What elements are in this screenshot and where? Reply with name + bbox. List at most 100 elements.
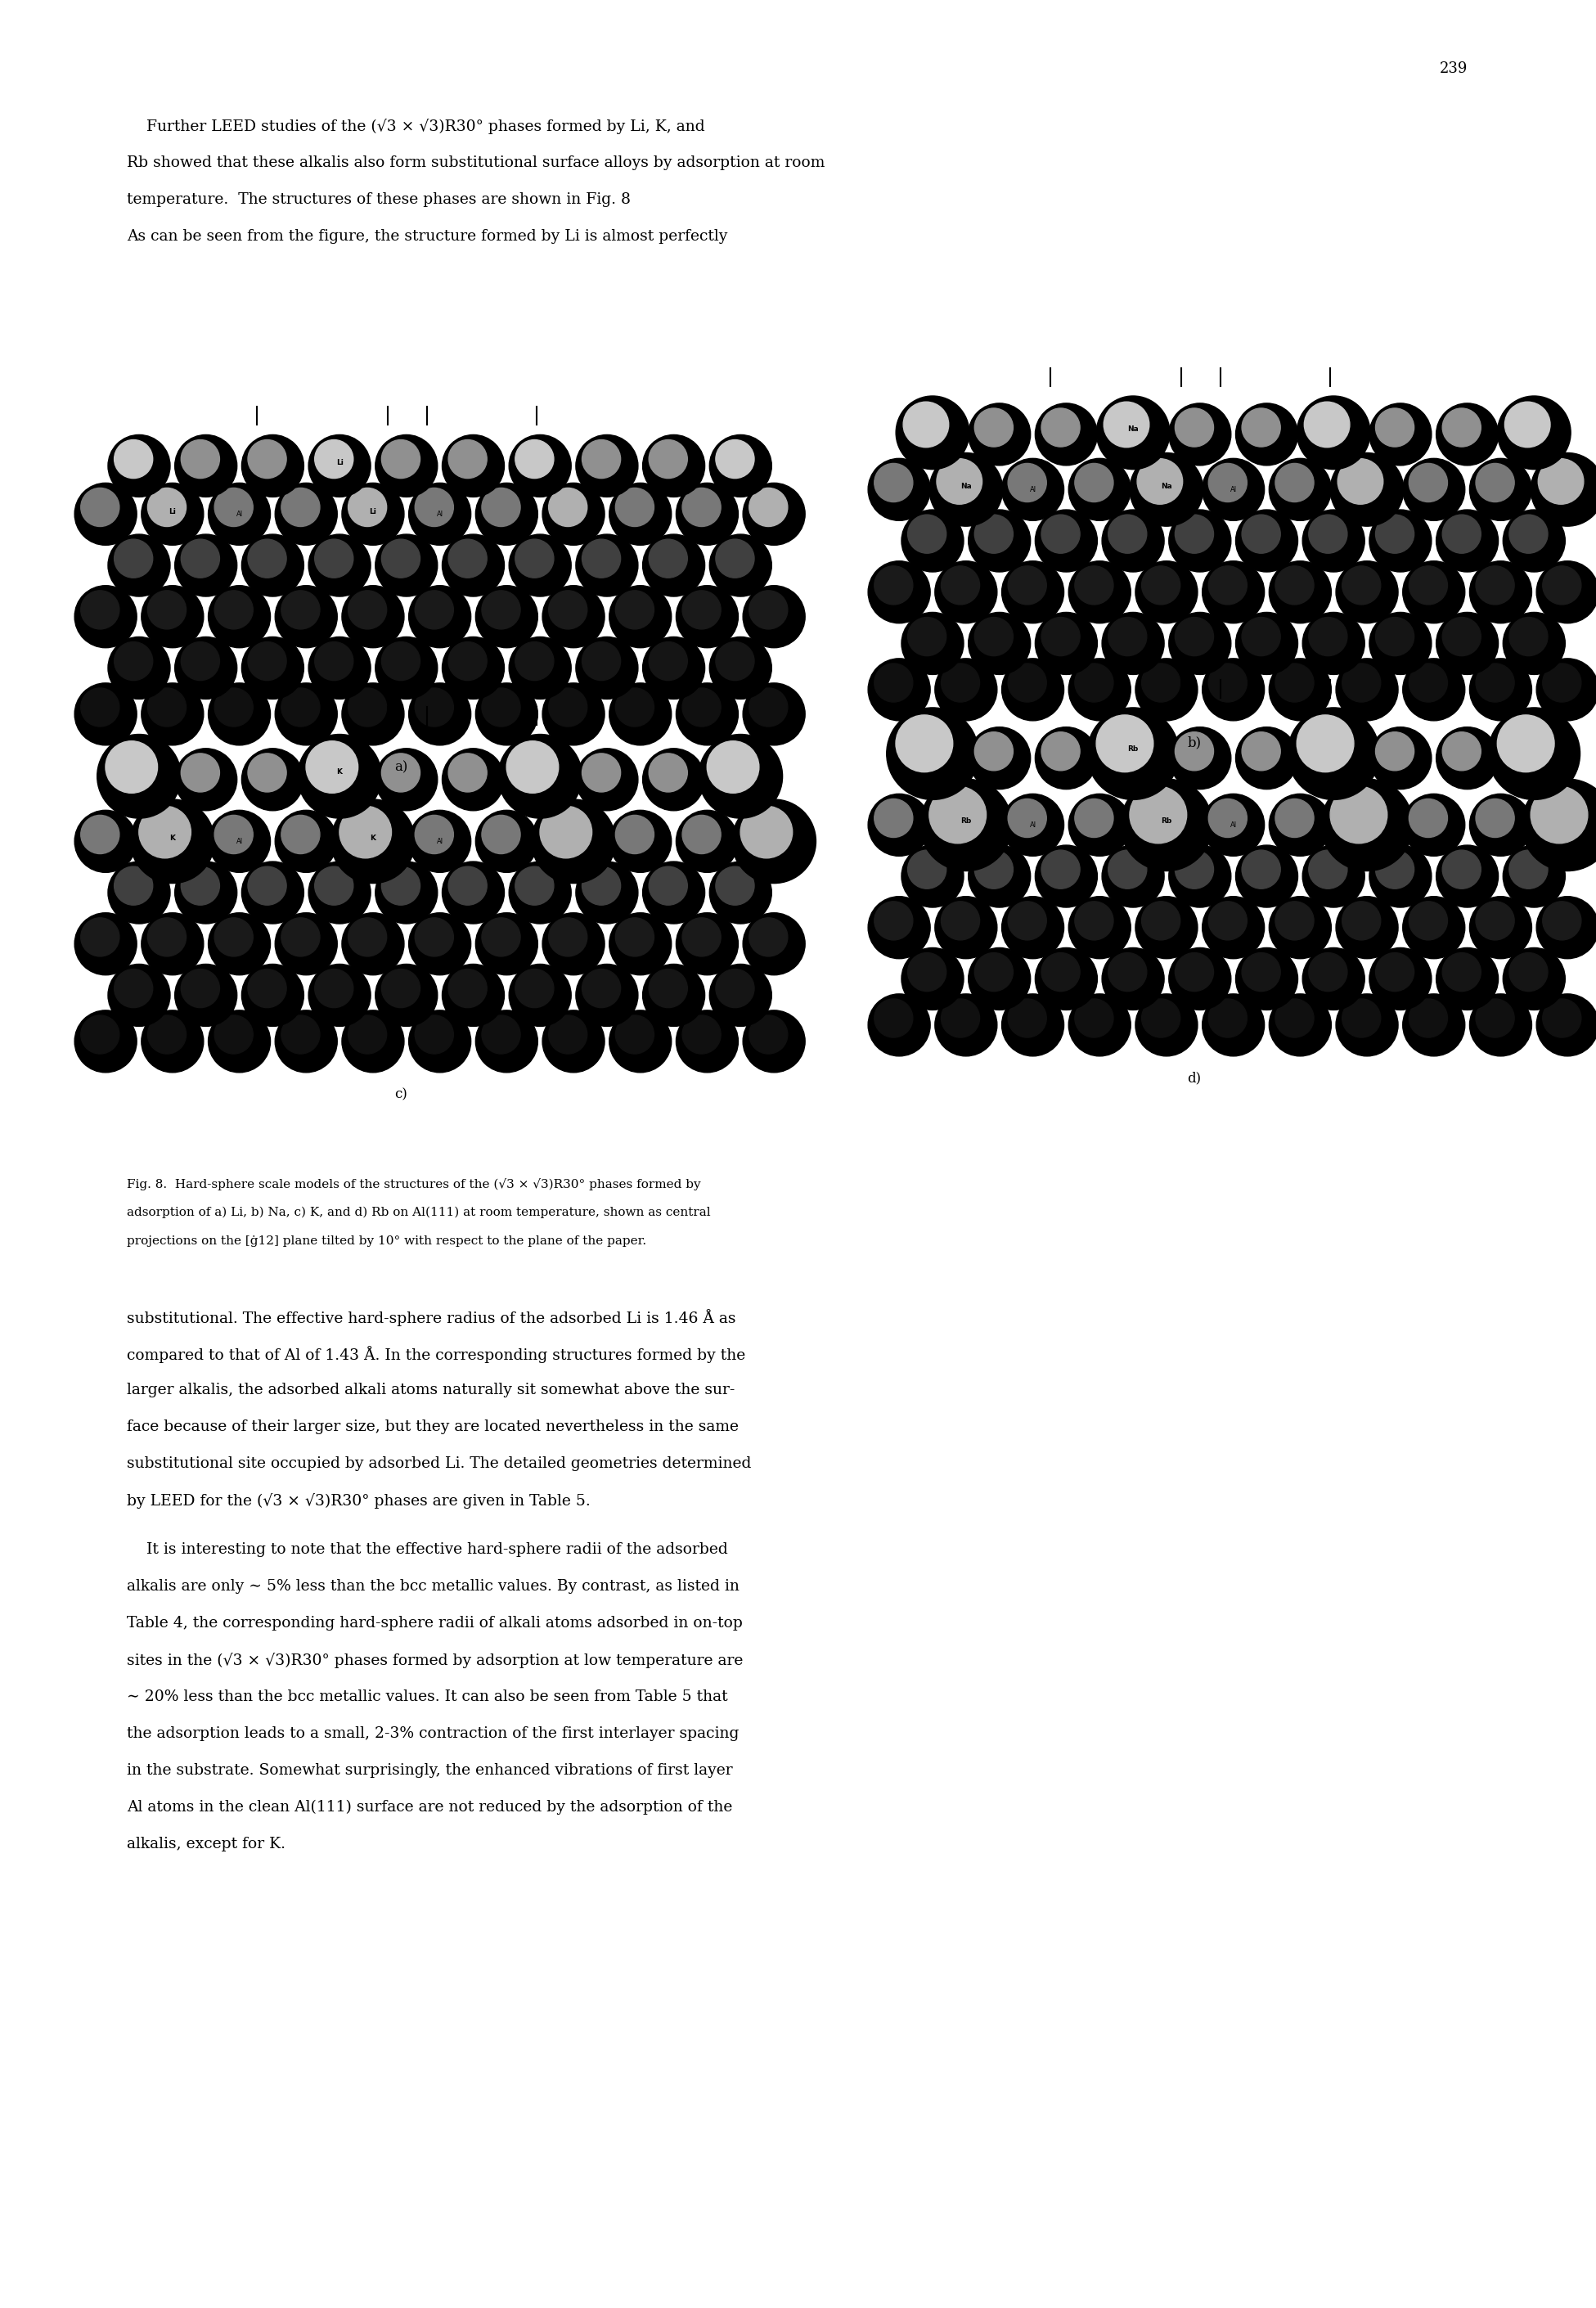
Circle shape: [442, 637, 504, 699]
Circle shape: [616, 815, 654, 854]
Circle shape: [1168, 404, 1231, 466]
Circle shape: [1130, 787, 1187, 842]
Circle shape: [247, 866, 286, 905]
Circle shape: [214, 688, 254, 727]
Text: Rb: Rb: [961, 817, 972, 824]
Circle shape: [75, 586, 137, 649]
Circle shape: [1342, 662, 1381, 702]
Text: the adsorption leads to a small, 2-3% contraction of the first interlayer spacin: the adsorption leads to a small, 2-3% co…: [126, 1726, 739, 1740]
Circle shape: [275, 914, 337, 974]
Text: Further LEED studies of the (√3 × √3)R30° phases formed by Li, K, and: Further LEED studies of the (√3 × √3)R30…: [126, 118, 705, 134]
Circle shape: [105, 741, 158, 794]
Text: temperature.  The structures of these phases are shown in Fig. 8: temperature. The structures of these pha…: [126, 192, 630, 208]
Circle shape: [381, 441, 420, 478]
Circle shape: [875, 799, 913, 838]
Circle shape: [1376, 732, 1414, 771]
Circle shape: [1369, 612, 1432, 674]
Circle shape: [868, 794, 930, 856]
Circle shape: [902, 612, 964, 674]
Circle shape: [214, 919, 254, 956]
Circle shape: [1376, 616, 1414, 655]
Circle shape: [207, 586, 270, 649]
Circle shape: [929, 452, 1002, 526]
Circle shape: [610, 586, 672, 649]
Circle shape: [375, 748, 437, 810]
Circle shape: [1175, 953, 1213, 992]
Text: in the substrate. Somewhat surprisingly, the enhanced vibrations of first layer: in the substrate. Somewhat surprisingly,…: [126, 1763, 733, 1777]
Circle shape: [742, 914, 804, 974]
Circle shape: [643, 748, 705, 810]
Circle shape: [409, 683, 471, 745]
Circle shape: [1298, 397, 1371, 469]
Circle shape: [1041, 616, 1080, 655]
Circle shape: [448, 441, 487, 478]
Circle shape: [1002, 561, 1065, 623]
Circle shape: [583, 540, 621, 577]
Circle shape: [348, 591, 386, 630]
Text: Rb: Rb: [1160, 817, 1171, 824]
Circle shape: [1342, 565, 1381, 605]
Circle shape: [1009, 999, 1047, 1039]
Circle shape: [868, 896, 930, 958]
Circle shape: [1537, 896, 1596, 958]
Circle shape: [1096, 397, 1170, 469]
Circle shape: [650, 540, 688, 577]
Circle shape: [1202, 561, 1264, 623]
Circle shape: [214, 591, 254, 630]
Circle shape: [176, 861, 236, 923]
Circle shape: [314, 642, 353, 681]
Circle shape: [543, 914, 605, 974]
Circle shape: [109, 861, 171, 923]
Circle shape: [549, 919, 587, 956]
Circle shape: [498, 734, 583, 819]
Circle shape: [741, 805, 793, 859]
Circle shape: [297, 734, 381, 819]
Circle shape: [576, 637, 638, 699]
Circle shape: [969, 612, 1031, 674]
Circle shape: [348, 919, 386, 956]
Text: Li: Li: [335, 459, 343, 466]
Circle shape: [1443, 515, 1481, 554]
Circle shape: [1275, 464, 1314, 501]
Circle shape: [1104, 402, 1149, 448]
Text: ∼ 20% less than the bcc metallic values. It can also be seen from Table 5 that: ∼ 20% less than the bcc metallic values.…: [126, 1689, 728, 1703]
Circle shape: [275, 586, 337, 649]
Circle shape: [1537, 658, 1596, 720]
Circle shape: [1135, 561, 1197, 623]
Circle shape: [214, 815, 254, 854]
Circle shape: [1235, 510, 1298, 572]
Circle shape: [1470, 896, 1532, 958]
Circle shape: [749, 919, 788, 956]
Circle shape: [749, 1016, 788, 1055]
Circle shape: [1036, 404, 1098, 466]
Circle shape: [650, 642, 688, 681]
Circle shape: [340, 805, 391, 859]
Circle shape: [476, 482, 538, 545]
Text: Li: Li: [369, 508, 377, 515]
Circle shape: [1009, 565, 1047, 605]
Circle shape: [1208, 662, 1246, 702]
Circle shape: [875, 999, 913, 1039]
Circle shape: [1036, 727, 1098, 789]
Circle shape: [75, 1011, 137, 1073]
Circle shape: [1298, 715, 1353, 773]
Circle shape: [616, 591, 654, 630]
Circle shape: [1497, 715, 1555, 773]
Circle shape: [1269, 794, 1331, 856]
Circle shape: [1376, 515, 1414, 554]
Circle shape: [1369, 949, 1432, 1011]
Circle shape: [975, 515, 1013, 554]
Circle shape: [81, 487, 120, 526]
Circle shape: [681, 487, 721, 526]
Circle shape: [549, 591, 587, 630]
Circle shape: [75, 482, 137, 545]
Circle shape: [314, 441, 353, 478]
Circle shape: [1543, 999, 1582, 1039]
Text: substitutional site occupied by adsorbed Li. The detailed geometries determined: substitutional site occupied by adsorbed…: [126, 1456, 752, 1470]
Circle shape: [1175, 515, 1213, 554]
Text: b): b): [1187, 736, 1202, 750]
Circle shape: [1087, 709, 1179, 799]
Circle shape: [176, 748, 236, 810]
Circle shape: [677, 683, 739, 745]
Circle shape: [476, 914, 538, 974]
